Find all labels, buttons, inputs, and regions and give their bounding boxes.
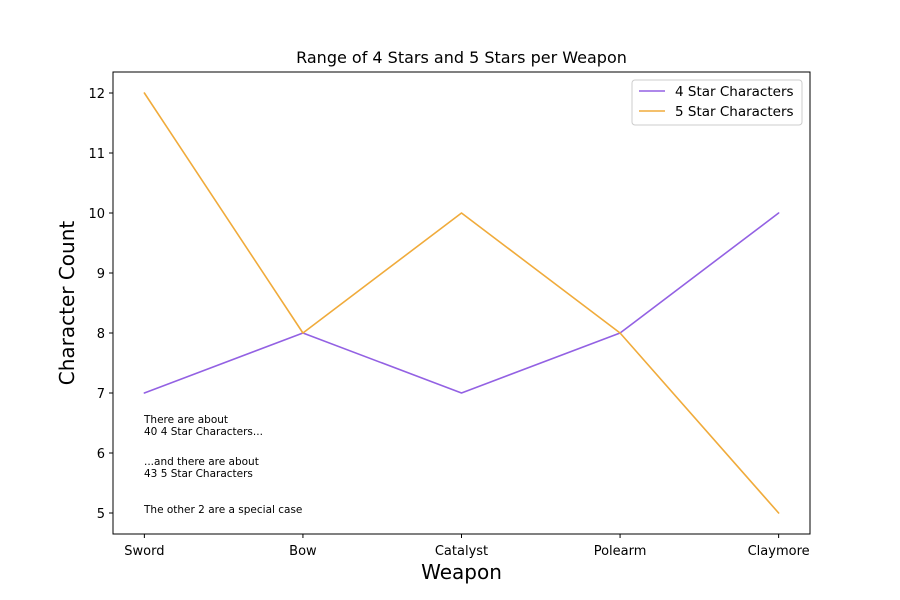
y-tick-label-5: 5 bbox=[97, 507, 105, 522]
legend-box bbox=[631, 79, 803, 126]
series-layer bbox=[143, 92, 780, 514]
y-tick-label-9: 9 bbox=[97, 267, 105, 282]
x-axis: Sword Bow Catalyst Polearm Claymore bbox=[124, 534, 810, 559]
y-tick-label-10: 10 bbox=[88, 207, 105, 222]
y-tick-label-11: 11 bbox=[88, 147, 105, 162]
legend: 4 Star Characters 5 Star Characters bbox=[631, 79, 803, 126]
annotation-3-line-1: The other 2 are a special case bbox=[143, 504, 302, 516]
annotation-1-line-2: 40 4 Star Characters... bbox=[144, 426, 263, 438]
y-axis: 5 6 7 8 9 10 11 12 bbox=[88, 87, 113, 522]
y-tick-label-12: 12 bbox=[88, 87, 105, 102]
annotation-2-line-1: ...and there are about bbox=[144, 456, 259, 468]
annotation-1-line-1: There are about bbox=[143, 414, 228, 426]
y-tick-label-6: 6 bbox=[97, 447, 105, 462]
series-line-4-star bbox=[143, 212, 780, 394]
x-tick-label-bow: Bow bbox=[289, 544, 317, 559]
legend-label-5-star: 5 Star Characters bbox=[675, 104, 794, 120]
x-tick-label-sword: Sword bbox=[124, 544, 164, 559]
series-line-5-star bbox=[143, 92, 780, 514]
y-axis-title: Character Count bbox=[55, 221, 79, 386]
y-tick-label-7: 7 bbox=[97, 387, 105, 402]
annotation-2-line-2: 43 5 Star Characters bbox=[144, 468, 253, 480]
y-tick-label-8: 8 bbox=[97, 327, 105, 342]
legend-label-4-star: 4 Star Characters bbox=[675, 84, 794, 100]
x-axis-title: Weapon bbox=[421, 560, 502, 584]
chart-title: Range of 4 Stars and 5 Stars per Weapon bbox=[296, 48, 627, 67]
x-tick-label-catalyst: Catalyst bbox=[435, 544, 488, 559]
x-tick-label-claymore: Claymore bbox=[748, 544, 810, 559]
x-tick-label-polearm: Polearm bbox=[594, 544, 647, 559]
